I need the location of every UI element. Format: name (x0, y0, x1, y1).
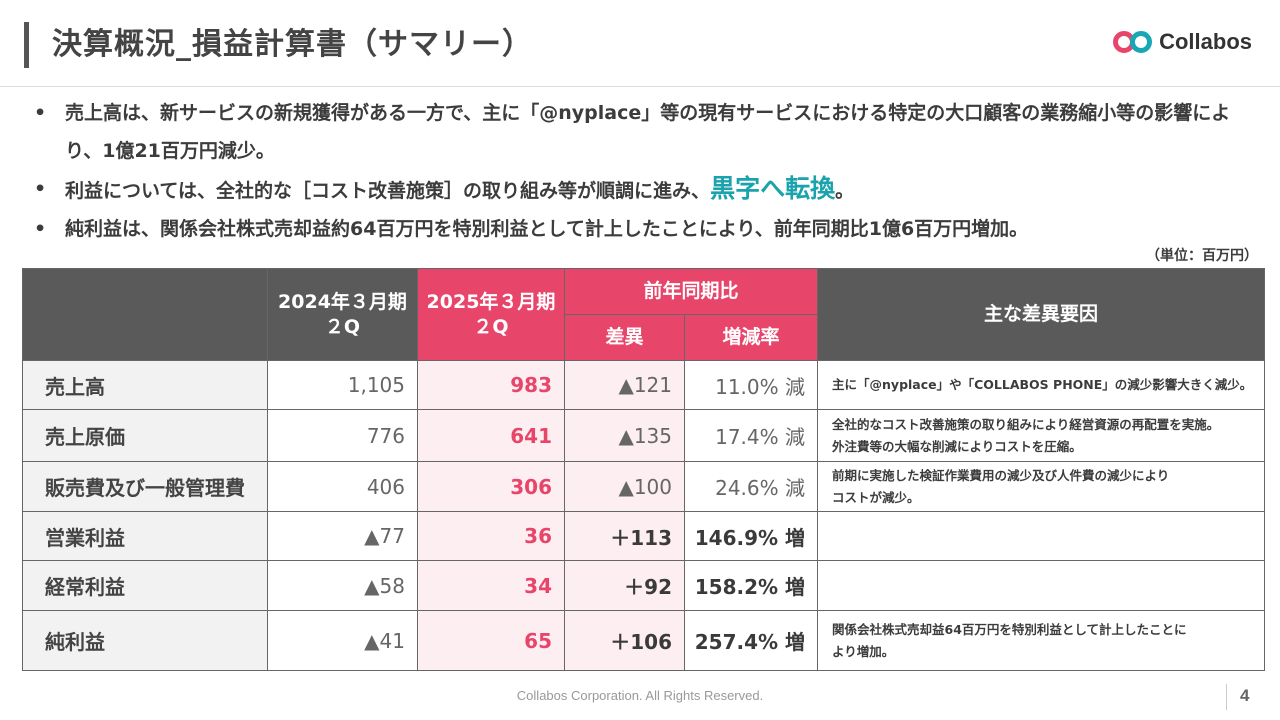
table-row: 売上原価 776 641 ▲135 17.4% 減全社的なコスト改善施策の取り組みにより… (22, 409, 1266, 462)
prev-value: 776 (267, 409, 418, 462)
rate-value: 146.9% 増 (683, 511, 819, 561)
diff-value: ＋106 (564, 610, 685, 671)
bullet-profit: 利益については、全社的な［コスト改善施策］の取り組み等が順調に進み、黒字へ転換。 (34, 170, 1264, 210)
prev-value: ▲41 (267, 610, 418, 671)
factor-note (817, 560, 1266, 611)
current-value: 306 (417, 461, 565, 512)
company-logo: Collabos (1113, 28, 1252, 56)
factor-note-line: 主に「@nyplace」や「COLLABOS PHONE」の減少影響大きく減少。 (832, 377, 1253, 392)
header-rate: 増減率 (683, 314, 819, 361)
collabos-logo-icon (1113, 28, 1155, 56)
table-row: 販売費及び一般管理費 406 306 ▲100 24.6% 減前期に実施した検証作業費用… (22, 461, 1266, 512)
factor-note-line: 前期に実施した検証作業費用の減少及び人件費の減少により (832, 467, 1170, 483)
row-label: 経常利益 (22, 560, 268, 611)
factor-note: 全社的なコスト改善施策の取り組みにより経営資源の再配置を実施。 外注費等の大幅な削… (817, 409, 1266, 462)
header-factors: 主な差異要因 (817, 268, 1266, 361)
rate-value: 257.4% 増 (683, 610, 819, 671)
bullet-net-income: 純利益は、関係会社株式売却益約64百万円を特別利益として計上したことにより、前年… (34, 210, 1264, 248)
bullet-highlight: 黒字へ転換 (710, 174, 836, 203)
current-value: 36 (417, 511, 565, 561)
table-row: 純利益 ▲41 65 ＋106 257.4% 増関係会社株式売却益64百万円を特別利益と… (22, 610, 1266, 671)
diff-value: ▲121 (564, 360, 685, 410)
page-title: 決算概況_損益計算書（サマリー） (52, 27, 533, 62)
page-number-divider (1226, 684, 1227, 710)
factor-note-line: 外注費等の大幅な削減によりコストを圧縮。 (832, 438, 1082, 454)
diff-value: ＋92 (564, 560, 685, 611)
header-current-period: 2025年３月期 ２Q (417, 268, 565, 361)
factor-note-line: 全社的なコスト改善施策の取り組みにより経営資源の再配置を実施。 (832, 416, 1220, 432)
prev-value: 1,105 (267, 360, 418, 410)
rate-value: 11.0% 減 (683, 360, 819, 410)
header-prev-period: 2024年３月期 ２Q (267, 268, 418, 361)
bullet-revenue: 売上高は、新サービスの新規獲得がある一方で、主に「@nyplace」等の現有サー… (34, 94, 1264, 170)
prev-value: 406 (267, 461, 418, 512)
row-label: 売上高 (22, 360, 268, 410)
factor-note-line: より増加。 (832, 643, 895, 659)
header-diff: 差異 (564, 314, 685, 361)
factor-note: 主に「@nyplace」や「COLLABOS PHONE」の減少影響大きく減少。 (817, 360, 1266, 410)
current-value: 34 (417, 560, 565, 611)
factor-note (817, 511, 1266, 561)
prev-value: ▲58 (267, 560, 418, 611)
factor-note-line: 関係会社株式売却益64百万円を特別利益として計上したことに (832, 621, 1187, 637)
current-value: 65 (417, 610, 565, 671)
footer-copyright: Collabos Corporation. All Rights Reserve… (516, 688, 764, 703)
current-value: 983 (417, 360, 565, 410)
diff-value: ▲100 (564, 461, 685, 512)
rate-value: 158.2% 増 (683, 560, 819, 611)
unit-note: （単位：百万円） (1146, 248, 1258, 264)
header-divider (0, 86, 1280, 87)
income-statement-table: 2024年３月期 ２Q 2025年３月期 ２Q 前年同期比 主な差異要因 差異 増減… (22, 268, 1266, 671)
summary-bullets: 売上高は、新サービスの新規獲得がある一方で、主に「@nyplace」等の現有サー… (34, 94, 1264, 248)
rate-value: 17.4% 減 (683, 409, 819, 462)
diff-value: ＋113 (564, 511, 685, 561)
rate-value: 24.6% 減 (683, 461, 819, 512)
title-accent-bar (24, 22, 29, 68)
table-row: 営業利益 ▲77 36 ＋113 146.9% 増 (22, 511, 1266, 561)
prev-value: ▲77 (267, 511, 418, 561)
row-label: 販売費及び一般管理費 (22, 461, 268, 512)
row-label: 売上原価 (22, 409, 268, 462)
row-label: 営業利益 (22, 511, 268, 561)
table-row: 売上高 1,105 983 ▲121 11.0% 減主に「@nyplace」や「COLL… (22, 360, 1266, 410)
row-label: 純利益 (22, 610, 268, 671)
factor-note: 前期に実施した検証作業費用の減少及び人件費の減少により コストが減少。 (817, 461, 1266, 512)
page-number: 4 (1240, 686, 1250, 705)
table-row: 経常利益 ▲58 34 ＋92 158.2% 増 (22, 560, 1266, 611)
logo-text: Collabos (1159, 29, 1252, 54)
factor-note: 関係会社株式売却益64百万円を特別利益として計上したことに より増加。 (817, 610, 1266, 671)
factor-note-line: コストが減少。 (832, 489, 920, 505)
header-yoy: 前年同期比 (563, 268, 819, 315)
diff-value: ▲135 (564, 409, 685, 462)
current-value: 641 (417, 409, 565, 462)
header-blank (22, 268, 268, 361)
